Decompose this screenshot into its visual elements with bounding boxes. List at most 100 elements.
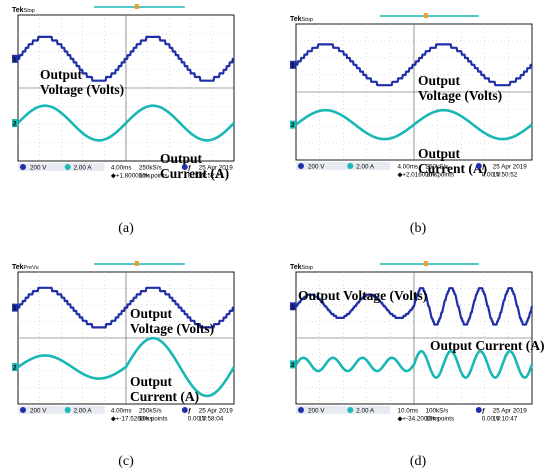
channel-readout-bg <box>18 163 105 171</box>
channel-number: 2 <box>13 121 17 128</box>
trigger-position-marker <box>134 261 139 266</box>
voltage-label: Voltage (Volts) <box>40 82 124 97</box>
timebase: 4.00ms <box>397 163 418 170</box>
trigger-level: 0.00 V <box>482 416 501 423</box>
trigger-position-marker <box>423 13 428 18</box>
voltage-label: Output <box>40 67 83 82</box>
channel-number: 2 <box>291 122 295 129</box>
channel-number: 1 <box>291 62 295 69</box>
current-label: Current (A) <box>418 161 487 176</box>
channel-2-marker: 2 <box>290 360 296 369</box>
date: 25 Apr 2019 <box>493 407 527 414</box>
channel-2-marker: 2 <box>12 363 18 372</box>
sample-rate: 100kS/s <box>425 407 448 414</box>
panel-caption-b: (b) <box>410 221 427 236</box>
record-length: 10k points <box>139 173 168 180</box>
timebase: 10.0ms <box>397 407 418 414</box>
trigger-level: 0.00 V <box>188 416 207 423</box>
ch1-readout-badge <box>298 407 304 413</box>
ch2-readout-badge <box>347 163 354 169</box>
voltage-label: Output <box>130 306 173 321</box>
panel-caption-d: (d) <box>410 454 427 469</box>
trigger-position-marker <box>423 261 428 266</box>
channel-1-marker: 1 <box>12 303 18 312</box>
channel-number: 2 <box>291 362 295 369</box>
channel-1-marker: 1 <box>12 54 18 63</box>
current-label: Output <box>418 146 461 161</box>
channel-marker-tab <box>12 54 18 63</box>
ch1-readout-badge <box>20 407 26 413</box>
trigger-source-badge <box>181 164 188 170</box>
trigger-source-badge <box>181 407 188 413</box>
channel-marker-tab <box>290 120 296 129</box>
current-trace <box>17 104 235 142</box>
sample-rate: 250kS/s <box>139 407 162 414</box>
current-label: Output <box>160 151 203 166</box>
trigger-source-badge <box>475 163 482 169</box>
panel-caption-c: (c) <box>118 454 134 469</box>
scope-panel-b: TekStopT12OutputVoltage (Volts)OutputCur… <box>290 13 533 179</box>
ch1-scale: 200 V <box>308 163 325 170</box>
scope-header: TekStop <box>290 16 313 23</box>
trigger-offset: ◆+1.80000ms <box>111 173 151 180</box>
sample-rate: 250kS/s <box>139 164 162 171</box>
timebase: 4.00ms <box>111 407 132 414</box>
current-label: Output <box>130 374 173 389</box>
voltage-trace <box>295 287 534 326</box>
trigger-slope-icon: ƒ <box>188 164 192 171</box>
ch2-readout-badge <box>64 407 71 413</box>
trigger-position-marker <box>134 4 139 9</box>
trigger-source-badge <box>475 407 482 413</box>
channel-number: 1 <box>291 304 295 311</box>
time: 15:52:27 <box>199 173 224 180</box>
channel-1-marker: 1 <box>290 302 296 311</box>
ch1-scale: 200 V <box>30 407 47 414</box>
current-label: Output Current (A) <box>430 338 545 353</box>
channel-2-marker: 2 <box>12 119 18 128</box>
channel-marker-tab <box>12 363 18 372</box>
ch2-scale: 2.00 A <box>74 407 93 414</box>
timebase: 4.00ms <box>111 164 132 171</box>
voltage-trace <box>295 43 533 87</box>
current-label: Current (A) <box>130 389 199 404</box>
current-trace <box>295 108 533 141</box>
channel-marker-tab <box>12 119 18 128</box>
time: 15:50:52 <box>493 172 518 179</box>
channel-number: 1 <box>13 56 17 63</box>
ch1-scale: 200 V <box>308 407 325 414</box>
record-length: 10k points <box>425 172 454 179</box>
channel-number: 2 <box>13 365 17 372</box>
current-label: Current (A) <box>160 166 229 181</box>
channel-marker-tab <box>12 303 18 312</box>
trigger-level: 0.00 V <box>188 173 207 180</box>
date: 25 Apr 2019 <box>493 163 527 170</box>
scope-panel-d: TekStopT12Output Voltage (Volts)Output C… <box>290 261 545 423</box>
channel-readout-bg <box>296 406 391 414</box>
scope-header: TekPreVu <box>12 264 39 271</box>
trigger-offset: ◆+-17.5260ms <box>111 416 153 423</box>
voltage-label: Output <box>418 73 461 88</box>
scope-header: TekStop <box>290 264 313 271</box>
ch1-readout-badge <box>298 163 304 169</box>
sample-rate: 250kS/s <box>425 163 448 170</box>
channel-readout-bg <box>18 406 105 414</box>
record-length: 10k points <box>139 416 168 423</box>
channel-number: 1 <box>13 305 17 312</box>
trigger-offset: ◆+-34.2000ms <box>397 416 439 423</box>
channel-readout-bg <box>296 162 391 170</box>
ch2-readout-badge <box>64 164 71 170</box>
record-length: 10k points <box>425 416 454 423</box>
ch2-readout-badge <box>347 407 354 413</box>
current-trace <box>294 349 534 379</box>
channel-marker-tab <box>290 60 296 69</box>
channel-marker-tab <box>290 302 296 311</box>
ch1-readout-badge <box>20 164 26 170</box>
trigger-slope-icon: ƒ <box>188 407 192 414</box>
channel-2-marker: 2 <box>290 120 296 129</box>
channel-marker-tab <box>290 360 296 369</box>
scope-header: TekStop <box>12 7 35 14</box>
time: 15:58:04 <box>199 416 224 423</box>
ch2-scale: 2.00 A <box>356 407 375 414</box>
ch2-scale: 2.00 A <box>356 163 375 170</box>
channel-1-marker: 1 <box>290 60 296 69</box>
